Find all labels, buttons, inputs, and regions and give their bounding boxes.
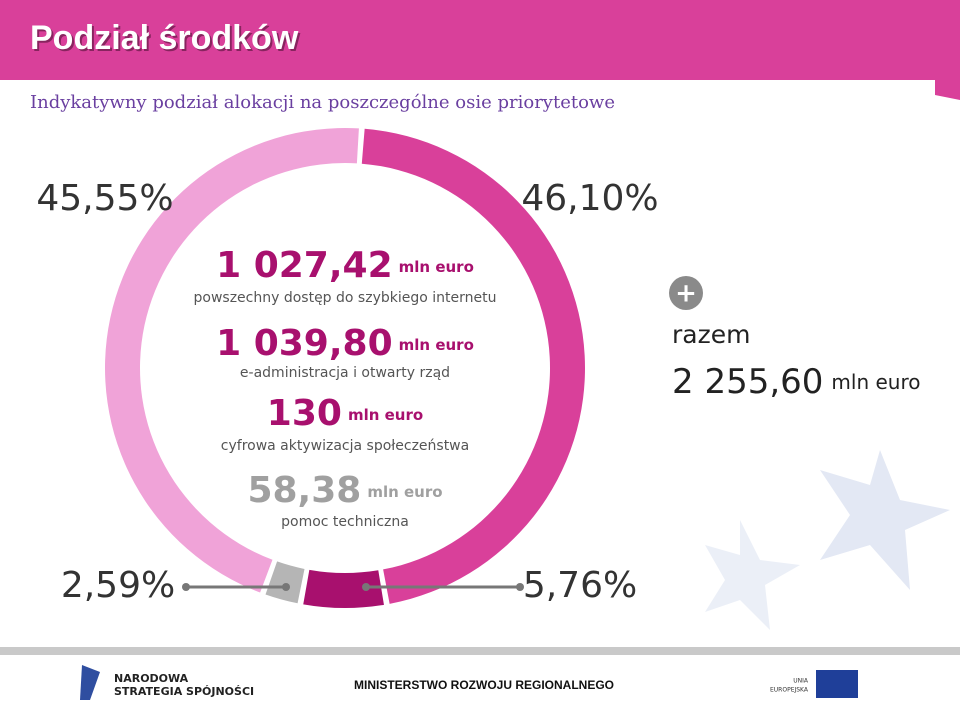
- donut-segment: [265, 561, 305, 604]
- subtitle: Indykatywny podział alokacji na poszczeg…: [30, 92, 615, 113]
- footer-right: UNIA: [793, 678, 809, 685]
- footer-band: [0, 647, 960, 655]
- value-label: 5,76%: [523, 565, 637, 606]
- total-value: 2 255,60: [672, 362, 823, 402]
- total: 2 255,60 mln euro: [672, 362, 920, 402]
- footer-right: EUROPEJSKA: [770, 687, 809, 694]
- total-unit: mln euro: [831, 370, 920, 394]
- decoration: [705, 450, 950, 630]
- amount: 1 039,80 mln euro: [216, 323, 474, 364]
- value-label: 2,59%: [61, 565, 175, 606]
- header-band: [0, 0, 960, 80]
- plus-badge: [669, 276, 703, 310]
- donut-segment: [361, 128, 585, 604]
- amount-unit: mln euro: [399, 258, 474, 276]
- amount: 130 mln euro: [267, 393, 423, 434]
- donut-segment: [303, 569, 384, 608]
- category-label: powszechny dostęp do szybkiego internetu: [194, 290, 497, 306]
- amount: 58,38 mln euro: [247, 470, 442, 511]
- value-label: 45,55%: [36, 178, 173, 219]
- connector-dot: [282, 583, 290, 591]
- plus-sign: +: [675, 279, 697, 309]
- amount-unit: mln euro: [367, 483, 442, 501]
- category-label: e-administracja i otwarty rząd: [240, 365, 450, 381]
- amount-value: 58,38: [247, 470, 361, 511]
- connector-dot: [516, 583, 524, 591]
- footer-left: STRATEGIA SPÓJNOŚCI: [114, 685, 254, 698]
- total-label: razem: [672, 320, 750, 349]
- amount: 1 027,42 mln euro: [216, 245, 474, 286]
- amount-value: 1 039,80: [216, 323, 393, 364]
- connector-dot: [182, 583, 190, 591]
- title: Podział środków: [30, 19, 299, 57]
- footer-left: NARODOWA: [114, 672, 189, 685]
- eu-flag: [816, 670, 858, 698]
- title-shadow: Podział środków: [32, 21, 301, 59]
- amount-unit: mln euro: [399, 336, 474, 354]
- header-corner: [935, 80, 960, 100]
- donut-segment: [104, 127, 359, 593]
- value-label: 46,10%: [521, 178, 658, 219]
- category-label: pomoc techniczna: [281, 514, 409, 530]
- category-label: cyfrowa aktywizacja społeczeństwa: [221, 438, 469, 454]
- amount-value: 1 027,42: [216, 245, 393, 286]
- amount-unit: mln euro: [348, 406, 423, 424]
- amount-value: 130: [267, 393, 342, 434]
- connector-dot: [362, 583, 370, 591]
- footer-center: MINISTERSTWO ROZWOJU REGIONALNEGO: [354, 678, 614, 692]
- nss-logo: [80, 665, 100, 700]
